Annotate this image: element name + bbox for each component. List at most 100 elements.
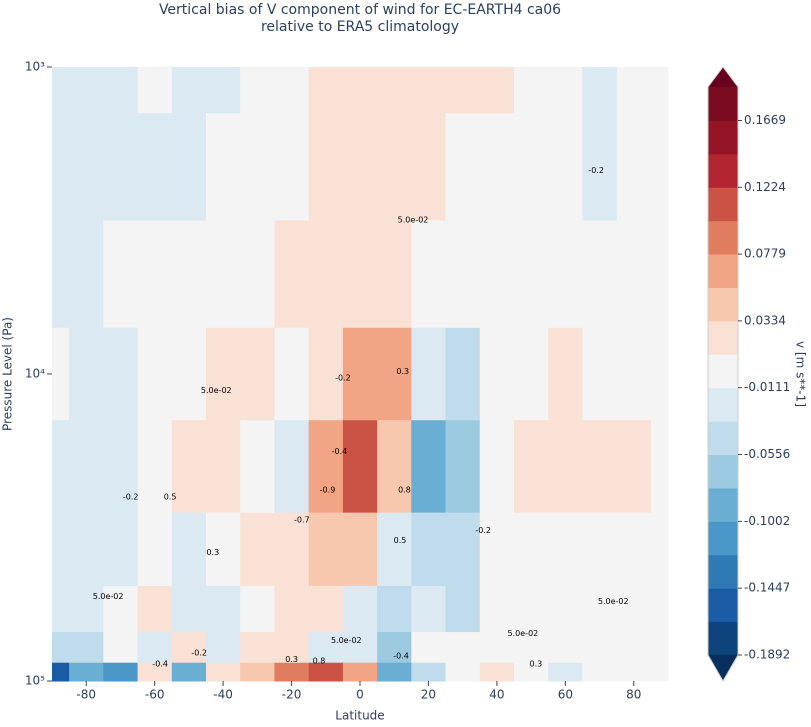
field-cell bbox=[206, 662, 241, 682]
y-tick-label: 10⁵ bbox=[25, 674, 45, 688]
field-cell bbox=[308, 585, 344, 633]
field-cell bbox=[616, 420, 652, 514]
field-cell bbox=[52, 220, 70, 329]
field-cell bbox=[616, 220, 652, 329]
field-cell bbox=[582, 662, 618, 682]
field-cell bbox=[377, 662, 412, 682]
field-cell bbox=[137, 327, 173, 421]
contour-label: 0.3 bbox=[396, 367, 409, 376]
colorbar-bin bbox=[708, 387, 738, 422]
field-cell bbox=[206, 67, 241, 114]
colorbar-bin bbox=[708, 354, 738, 389]
field-cell bbox=[342, 662, 378, 682]
field-cell bbox=[103, 220, 139, 329]
colorbar-bin bbox=[708, 120, 738, 155]
field-cell bbox=[69, 327, 104, 421]
field-cell bbox=[69, 113, 104, 221]
field-cell bbox=[616, 67, 652, 114]
field-cell bbox=[103, 327, 139, 421]
field-cell bbox=[103, 512, 139, 587]
colorbar-bin bbox=[708, 287, 738, 322]
chart-title: Vertical bias of V component of wind for… bbox=[159, 2, 561, 18]
contour-label: 0.5 bbox=[164, 493, 177, 502]
field-cell bbox=[479, 67, 515, 114]
contour-label: 0.3 bbox=[206, 548, 219, 557]
field-cell bbox=[206, 585, 241, 633]
field-cell bbox=[479, 420, 515, 514]
contour-label: 5.0e-02 bbox=[598, 597, 629, 606]
field-cell bbox=[445, 420, 481, 514]
colorbar-bin bbox=[708, 521, 738, 556]
field-cell bbox=[137, 220, 173, 329]
contour-label: 5.0e-02 bbox=[93, 592, 124, 601]
field-cell bbox=[548, 420, 583, 514]
field-cell bbox=[650, 67, 669, 114]
field-cell bbox=[616, 632, 652, 664]
field-cell bbox=[582, 632, 618, 664]
field-cell bbox=[206, 113, 241, 221]
field-cell bbox=[445, 67, 481, 114]
field-cell bbox=[206, 327, 241, 421]
field-cell bbox=[479, 512, 515, 587]
contour-label: -0.2 bbox=[588, 166, 604, 175]
field-cell bbox=[69, 585, 104, 633]
field-cell bbox=[342, 220, 378, 329]
field-cell bbox=[479, 220, 515, 329]
field-cell bbox=[377, 67, 412, 114]
field-cell bbox=[548, 512, 583, 587]
field-cell bbox=[137, 67, 173, 114]
field-cell bbox=[342, 327, 378, 421]
field-cell bbox=[240, 662, 275, 682]
field-cell bbox=[274, 420, 310, 514]
field-cell bbox=[548, 632, 583, 664]
field-cell bbox=[137, 512, 173, 587]
field-cell bbox=[240, 67, 275, 114]
field-cell bbox=[616, 585, 652, 633]
field-cell bbox=[548, 220, 583, 329]
field-cell bbox=[445, 113, 481, 221]
field-cell bbox=[240, 327, 275, 421]
field-cell bbox=[411, 632, 447, 664]
field-cell bbox=[103, 632, 139, 664]
colorbar-bin bbox=[708, 320, 738, 355]
field-cell bbox=[342, 632, 378, 664]
field-cell bbox=[69, 512, 104, 587]
y-axis-label: Pressure Level (Pa) bbox=[1, 317, 15, 431]
field-cell bbox=[377, 420, 412, 514]
field-cell bbox=[52, 512, 70, 587]
field-cell bbox=[411, 512, 447, 587]
x-tick-label: -60 bbox=[145, 688, 165, 702]
contour-label: -0.2 bbox=[191, 648, 207, 657]
field-cell bbox=[171, 67, 207, 114]
colorbar-bin bbox=[708, 254, 738, 288]
contour-label: -0.2 bbox=[123, 493, 139, 502]
field-cell bbox=[377, 113, 412, 221]
field-cell bbox=[445, 220, 481, 329]
contour-label: -0.2 bbox=[335, 373, 351, 382]
field-cell bbox=[514, 512, 549, 587]
x-tick-label: 60 bbox=[558, 688, 573, 702]
x-tick-label: -20 bbox=[282, 688, 302, 702]
contour-label: 5.0e-02 bbox=[201, 386, 232, 395]
x-tick-label: 80 bbox=[626, 688, 641, 702]
field-cell bbox=[582, 327, 618, 421]
field-cell bbox=[548, 113, 583, 221]
field-cell bbox=[52, 67, 70, 114]
field-cell bbox=[52, 327, 70, 421]
contour-label: 0.8 bbox=[398, 486, 411, 495]
field-cell bbox=[69, 67, 104, 114]
field-cell bbox=[514, 662, 549, 682]
field-cell bbox=[206, 512, 241, 587]
field-cell bbox=[411, 420, 447, 514]
field-cell bbox=[240, 512, 275, 587]
field-cell bbox=[411, 220, 447, 329]
colorbar-bin bbox=[708, 454, 738, 489]
colorbar-over bbox=[708, 67, 738, 87]
field-cell bbox=[342, 512, 378, 587]
field-cell bbox=[308, 113, 344, 221]
colorbar-bin bbox=[708, 87, 738, 121]
field-cell bbox=[69, 420, 104, 514]
field-cell bbox=[479, 632, 515, 664]
colorbar-tick-label: -0.1447 bbox=[744, 581, 790, 595]
